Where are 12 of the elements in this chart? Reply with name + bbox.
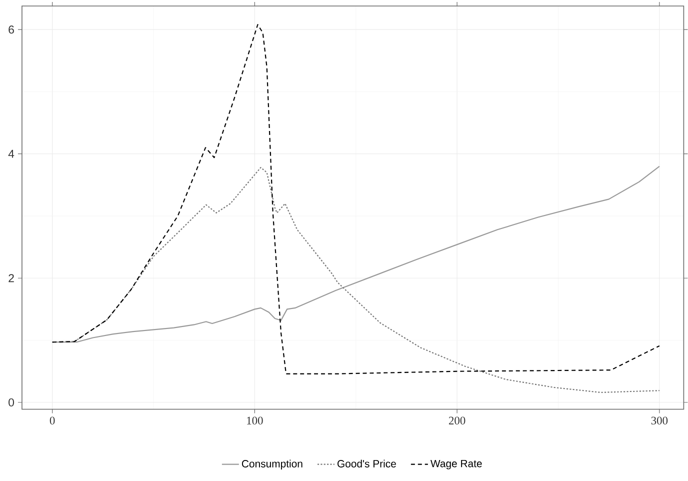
- x-tick-label: 200: [448, 416, 466, 424]
- y-tick-label: 0: [8, 398, 14, 406]
- y-tick-label: 6: [8, 26, 14, 34]
- x-tick-label: 0: [50, 416, 55, 424]
- y-tick-label: 2: [8, 274, 14, 282]
- legend-label: Consumption: [242, 460, 302, 470]
- line-series: [52, 24, 660, 374]
- y-tick-label: 4: [8, 150, 14, 158]
- legend-label: Wage Rate: [430, 460, 482, 470]
- legend-label: Good's Price: [338, 460, 396, 468]
- x-tick-label: 100: [247, 416, 263, 424]
- x-tick-label: 300: [651, 416, 668, 424]
